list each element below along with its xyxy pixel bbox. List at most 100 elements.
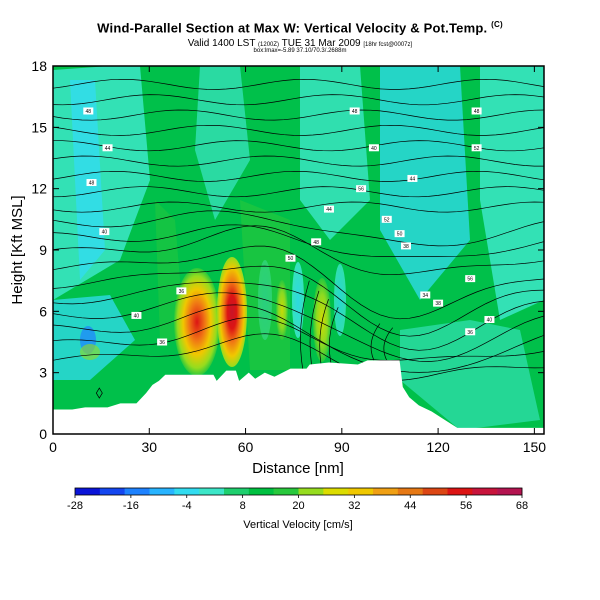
contour-label: 36 xyxy=(157,338,168,346)
svg-text:50: 50 xyxy=(288,256,294,262)
colorbar-swatch xyxy=(298,488,324,495)
svg-text:52: 52 xyxy=(384,217,390,223)
terrain-mask xyxy=(53,360,544,434)
contour-line xyxy=(53,170,544,182)
chart-box-info: box:lmax=-5.89 37.10/70.3/.2688m xyxy=(253,48,347,54)
y-tick-label: 15 xyxy=(31,119,47,135)
svg-text:52: 52 xyxy=(474,146,480,152)
svg-text:40: 40 xyxy=(371,146,377,152)
svg-text:48: 48 xyxy=(89,181,95,187)
colorbar: -28 -16 -4 8 20 32 44 56 68 xyxy=(67,487,528,512)
contour-label: 44 xyxy=(323,205,334,213)
colorbar-swatch xyxy=(273,488,299,495)
colorbar-swatch xyxy=(397,488,423,495)
colorbar-swatch xyxy=(348,488,374,495)
y-tick-label: 12 xyxy=(31,181,47,197)
contour-line xyxy=(53,225,544,276)
chart-title: Wind-Parallel Section at Max W: Vertical… xyxy=(97,20,503,36)
svg-text:38: 38 xyxy=(435,301,441,307)
svg-text:40: 40 xyxy=(102,230,108,236)
svg-text:48: 48 xyxy=(86,109,92,115)
x-axis-label: Distance [nm] xyxy=(252,460,344,477)
svg-text:44: 44 xyxy=(326,207,332,213)
svg-text:36: 36 xyxy=(467,330,473,336)
contour-label: 40 xyxy=(484,316,495,324)
contour-label: 36 xyxy=(465,328,476,336)
svg-text:50: 50 xyxy=(397,232,403,238)
colorbar-tick-label: 32 xyxy=(348,500,360,512)
x-tick-label: 90 xyxy=(334,439,350,455)
colorbar-tick-label: -16 xyxy=(123,500,139,512)
svg-text:40: 40 xyxy=(134,313,140,319)
x-tick-label: 60 xyxy=(238,439,254,455)
contour-line xyxy=(53,333,544,381)
contour-line xyxy=(53,78,544,90)
contour-label: 40 xyxy=(99,228,110,236)
contour-line xyxy=(95,387,103,399)
colorbar-swatch xyxy=(447,488,473,495)
colorbar-tick-label: 68 xyxy=(516,500,528,512)
contour-line xyxy=(53,109,544,121)
contour-label: 36 xyxy=(176,287,187,295)
x-tick-label: 0 xyxy=(49,439,57,455)
svg-text:34: 34 xyxy=(422,293,428,299)
svg-text:38: 38 xyxy=(403,244,409,250)
contour-line xyxy=(53,94,544,106)
colorbar-swatch xyxy=(174,488,200,495)
y-tick-label: 9 xyxy=(39,242,47,258)
contour-label: 40 xyxy=(131,311,142,319)
svg-text:44: 44 xyxy=(410,176,416,182)
contour-line xyxy=(53,210,544,247)
y-tick-label: 3 xyxy=(39,365,47,381)
contour-label: 50 xyxy=(394,230,405,238)
contour-line xyxy=(53,304,544,373)
colorbar-swatch xyxy=(497,488,523,495)
svg-text:36: 36 xyxy=(179,289,185,295)
svg-text:48: 48 xyxy=(313,240,319,246)
contour-label: 34 xyxy=(420,291,431,299)
colorbar-tick-label: 20 xyxy=(292,500,304,512)
contour-line xyxy=(53,265,544,337)
contour-line xyxy=(53,140,544,152)
contour-line xyxy=(53,281,544,351)
svg-text:56: 56 xyxy=(467,277,473,283)
contour-line xyxy=(53,124,544,136)
colorbar-swatch xyxy=(422,488,448,495)
contour-label: 44 xyxy=(407,174,418,182)
colorbar-swatch xyxy=(149,488,175,495)
colorbar-swatch xyxy=(224,488,250,495)
y-tick-label: 6 xyxy=(39,303,47,319)
contour-line xyxy=(383,327,394,361)
colorbar-swatch xyxy=(124,488,150,495)
y-axis-label: Height [Kft MSL] xyxy=(9,195,26,304)
contour-line xyxy=(53,316,544,361)
contour-label: 48 xyxy=(349,107,360,115)
contour-label: 52 xyxy=(471,144,482,152)
colorbar-swatch xyxy=(99,488,125,495)
colorbar-tick-label: -4 xyxy=(182,500,192,512)
colorbar-swatch xyxy=(373,488,399,495)
contour-line xyxy=(370,323,381,361)
svg-text:36: 36 xyxy=(159,340,165,346)
colorbar-tick-label: -28 xyxy=(67,500,83,512)
contour-line xyxy=(53,245,544,320)
svg-text:40: 40 xyxy=(487,318,493,324)
svg-text:56: 56 xyxy=(358,187,364,193)
x-tick-label: 30 xyxy=(141,439,157,455)
contour-label: 38 xyxy=(433,299,444,307)
contour-line xyxy=(53,186,544,198)
contour-label: 48 xyxy=(471,107,482,115)
contour-label: 52 xyxy=(381,215,392,223)
colorbar-tick-label: 44 xyxy=(404,500,416,512)
colorbar-label: Vertical Velocity [cm/s] xyxy=(243,519,352,531)
colorbar-swatch xyxy=(199,488,225,495)
colorbar-tick-label: 56 xyxy=(460,500,472,512)
contour-label: 50 xyxy=(285,254,296,262)
svg-text:44: 44 xyxy=(105,146,111,152)
contour-label: 48 xyxy=(83,107,94,115)
svg-text:48: 48 xyxy=(474,109,480,115)
x-axis: 0 30 60 90 120 150 xyxy=(49,66,546,455)
colorbar-swatch xyxy=(472,488,498,495)
contour-label: 56 xyxy=(465,275,476,283)
